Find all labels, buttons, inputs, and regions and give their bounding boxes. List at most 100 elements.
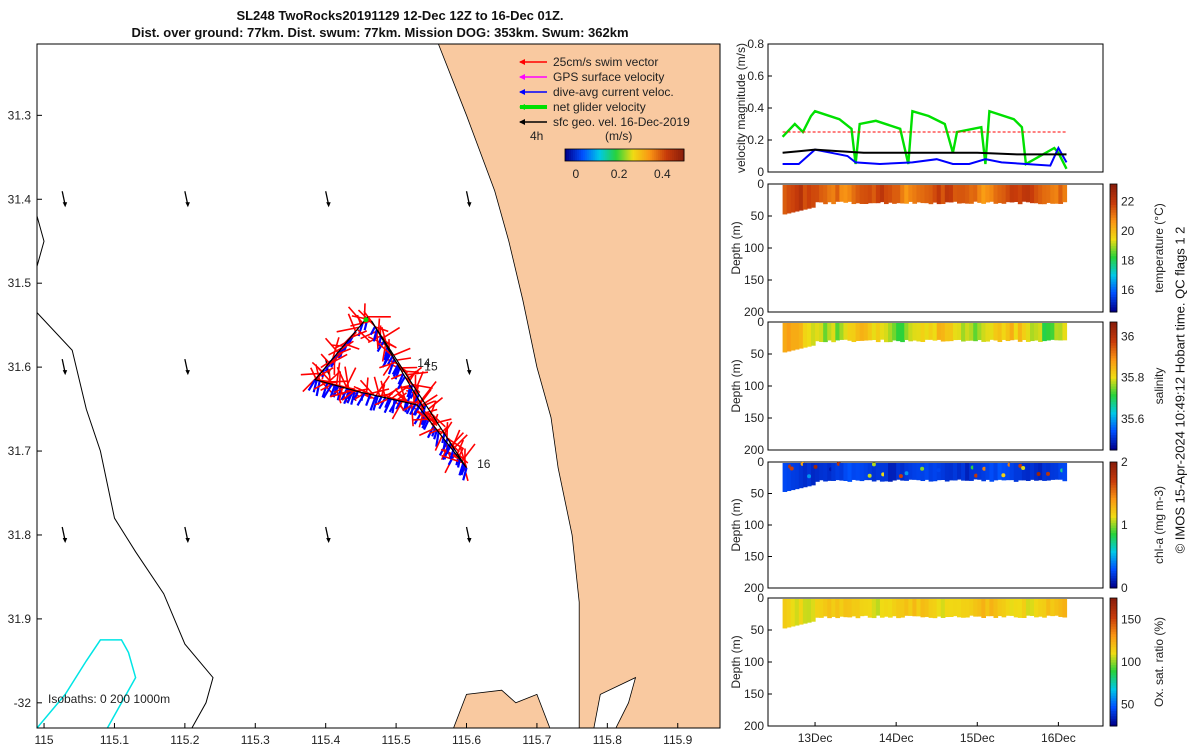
section-cell [806, 599, 812, 623]
section-cell [944, 185, 950, 203]
section-colorbar-segment [1110, 708, 1117, 712]
section-cell [827, 323, 832, 341]
section-colorbar-segment [1110, 677, 1117, 681]
current-vector [406, 388, 413, 402]
section-colorbar-segment [1110, 713, 1117, 717]
island-south [453, 689, 551, 728]
section-cell [823, 463, 828, 482]
section-cell [867, 599, 873, 618]
section-cell [997, 463, 1003, 480]
section-cell [847, 463, 853, 482]
section-cell [904, 185, 909, 204]
current-vector [458, 462, 465, 476]
colorbar-segment [676, 149, 679, 161]
section-cell [1046, 463, 1051, 481]
section-frame [767, 461, 1104, 589]
section-cell [851, 323, 857, 343]
colorbar-segment [598, 149, 602, 161]
section-colorbar-segment [1110, 355, 1117, 359]
section-colorbar-segment [1110, 547, 1117, 551]
section-cell [867, 463, 873, 481]
swim-vector [455, 439, 465, 456]
chla-spike [789, 466, 794, 471]
swim-vector [316, 367, 334, 379]
section-y-tick-label: 150 [744, 411, 764, 425]
section-colorbar-segment [1110, 434, 1117, 438]
colorbar-segment [628, 149, 631, 161]
current-vector [397, 376, 406, 390]
section-colorbar-segment [1110, 360, 1117, 364]
section-colorbar-segment [1110, 432, 1117, 436]
swim-vector [415, 371, 424, 390]
geo-vector-head [185, 370, 190, 376]
time-tick-label: 15Dec [960, 731, 995, 745]
colorbar-segment [570, 149, 574, 161]
section-colorbar-segment [1110, 327, 1117, 331]
section-colorbar-segment [1110, 462, 1117, 466]
section-cell [823, 323, 828, 343]
glider-track [314, 316, 468, 469]
section-cell [883, 185, 889, 205]
section-cell [900, 185, 905, 204]
swim-vector [380, 380, 387, 398]
chla-spike [898, 474, 903, 479]
section-cell [936, 599, 942, 617]
section-colorbar-segment [1110, 649, 1117, 653]
colorbar-tick-label: 0.2 [611, 167, 628, 181]
swim-vector [359, 379, 375, 396]
section-colorbar-segment [1110, 631, 1117, 635]
swim-vector [421, 381, 437, 400]
swim-vector [347, 306, 364, 324]
section-colorbar-segment [1110, 535, 1117, 539]
section-cell [989, 599, 995, 617]
section-cell [989, 323, 995, 340]
section-cell [952, 463, 958, 481]
section-colorbar-label: Ox. sat. ratio (%) [1152, 617, 1166, 707]
section-colorbar-segment [1110, 296, 1117, 300]
current-vector [388, 399, 398, 413]
map-y-tick-label: -32 [14, 696, 32, 710]
current-vector [387, 358, 396, 375]
section-cell [847, 599, 853, 618]
section-cell [948, 463, 954, 481]
current-vector [387, 355, 394, 365]
section-cell [1013, 185, 1019, 203]
isobath-200m [37, 639, 137, 728]
section-cell [924, 599, 930, 617]
current-vector [356, 392, 366, 406]
section-cell [985, 185, 991, 203]
current-vector [376, 340, 385, 353]
section-colorbar-segment [1110, 679, 1117, 683]
section-colorbar-segment [1110, 685, 1117, 689]
section-colorbar-label: temperature (°C) [1152, 203, 1166, 293]
section-cell [1021, 599, 1027, 619]
colorbar-segment [608, 149, 612, 161]
section-colorbar-segment [1110, 527, 1117, 531]
section-cell [802, 323, 808, 348]
section-colorbar-segment [1110, 633, 1117, 637]
section-cell [810, 463, 816, 486]
section-cell [855, 185, 861, 204]
section-colorbar-label: chl-a (mg m-3) [1152, 486, 1166, 564]
section-cell [965, 599, 970, 618]
swim-vector [335, 341, 348, 349]
current-vector [329, 384, 336, 398]
section-cell [815, 599, 820, 618]
section-cell [879, 599, 885, 618]
section-colorbar-segment [1110, 309, 1117, 313]
section-cell [1054, 323, 1059, 341]
section-cell [798, 463, 804, 489]
geo-vector-head [62, 538, 68, 543]
swim-vector [397, 393, 409, 404]
section-y-tick-label: 50 [751, 209, 765, 223]
velocity-series-current [782, 145, 1068, 167]
section-colorbar-segment [1110, 204, 1117, 208]
geo-vector-head [326, 538, 331, 543]
swim-vector [377, 318, 381, 333]
section-colorbar-segment [1110, 494, 1117, 498]
section-y-tick-label: 150 [744, 687, 764, 701]
section-colorbar-tick-label: 22 [1121, 195, 1135, 209]
section-y-tick-label: 0 [757, 315, 764, 329]
section-colorbar-segment [1110, 362, 1117, 367]
section-cell [896, 599, 901, 619]
